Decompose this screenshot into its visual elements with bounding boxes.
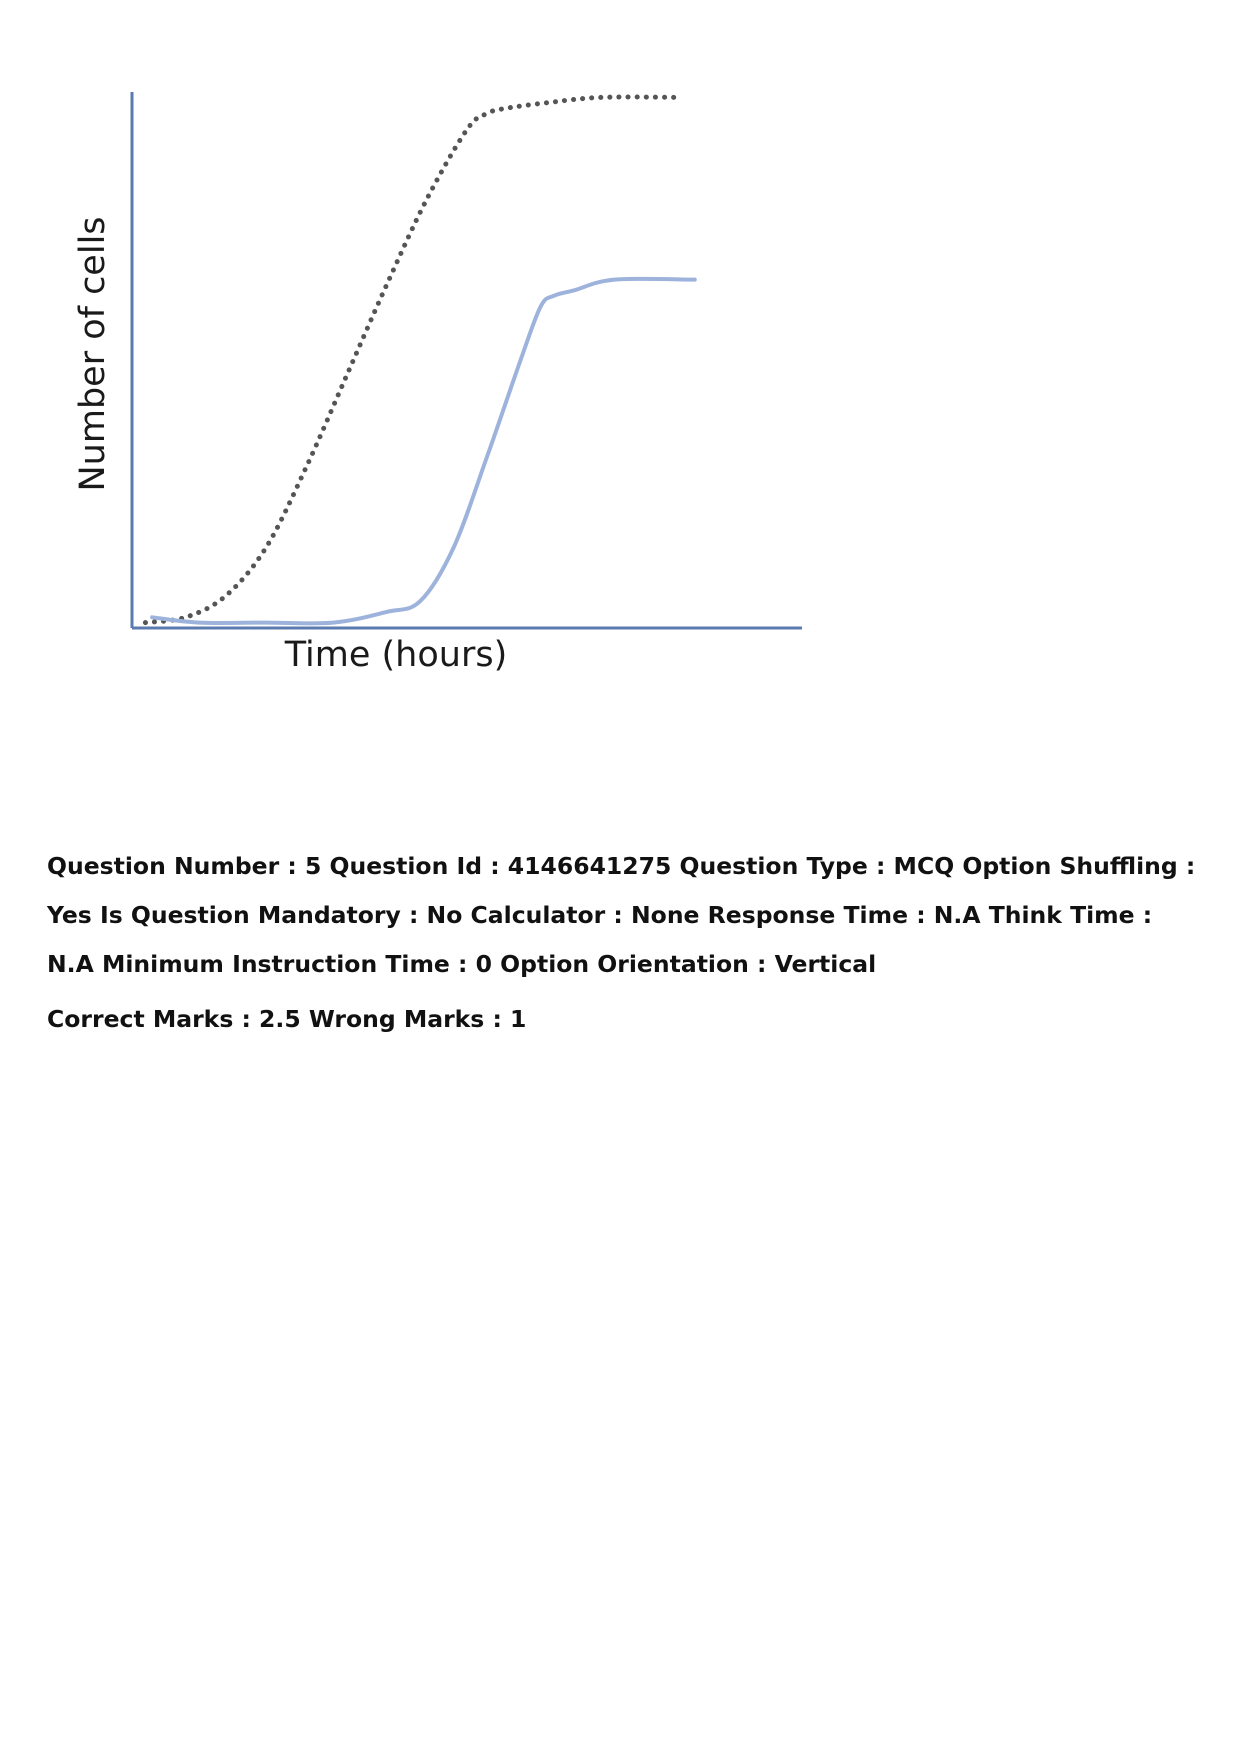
question-info-text: Question Number : 5 Question Id : 414664… [47, 852, 1196, 978]
y-axis-title: Number of cells [73, 216, 113, 491]
series-layer [142, 94, 697, 626]
growth-curve-chart: Time (hours) Number of cells [73, 92, 802, 675]
dotted-growth-curve [142, 94, 684, 626]
growth-curve-figure: Time (hours) Number of cells [60, 80, 820, 680]
x-axis-title: Time (hours) [284, 635, 508, 675]
marks-text: Correct Marks : 2.5 Wrong Marks : 1 [47, 1005, 527, 1033]
solid-growth-curve [150, 276, 697, 626]
question-metadata: Question Number : 5 Question Id : 414664… [47, 842, 1207, 1044]
